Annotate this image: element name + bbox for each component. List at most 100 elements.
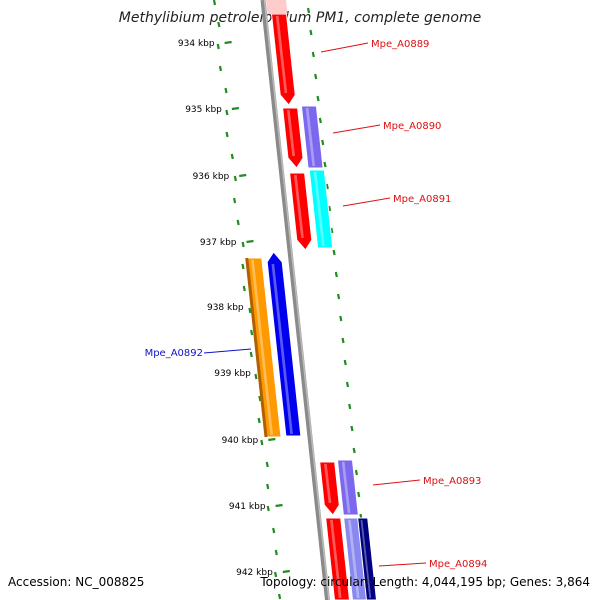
gc-dot-left: [266, 505, 270, 512]
gc-dot-left: [242, 285, 246, 292]
cds-forward-mpe-a0893: [319, 461, 340, 516]
gc-dot-right: [348, 403, 352, 410]
gc-dot-left: [249, 351, 253, 358]
tick-mark: [268, 437, 276, 442]
gc-dot-left: [258, 395, 262, 402]
gc-dot-left: [277, 593, 282, 600]
gc-dot-left: [224, 87, 228, 94]
cog-bar-mpe-a0892-shine: [251, 259, 274, 436]
cds-reverse-mpe-a0892-shine: [271, 263, 293, 435]
gc-dot-left: [217, 21, 221, 28]
cds-forward-mpe-a0893-shine: [324, 463, 332, 504]
gc-dot-right: [330, 227, 334, 234]
gc-dot-right: [352, 447, 356, 454]
gc-dot-right: [309, 29, 313, 36]
gc-dot-right: [325, 183, 329, 190]
tick-mark: [275, 503, 283, 508]
cog-bar-mpe-a0894: [343, 517, 369, 600]
gc-dot-right: [306, 7, 311, 14]
gc-dot-left: [274, 549, 278, 556]
gc-dot-left: [218, 65, 223, 72]
tick-mark: [239, 173, 247, 178]
gc-dot-left: [274, 571, 278, 578]
gene-label-mpe-a0892: Mpe_A0892: [145, 348, 203, 359]
gc-dot-right: [341, 337, 345, 344]
gc-dot-left: [225, 131, 229, 138]
gc-dot-right: [323, 161, 327, 168]
gene-leader-mpe-a0894: [378, 562, 427, 567]
accession-label: Accession: NC_008825: [8, 575, 145, 589]
gene-leader-mpe-a0891: [342, 197, 391, 207]
gc-dot-left: [248, 307, 252, 314]
gene-leader-mpe-a0893: [372, 479, 421, 486]
tick-label: 936 kbp: [193, 172, 230, 182]
backbone-line: [260, 0, 330, 600]
cog-bar-mpe-a0894-shine: [348, 519, 360, 599]
tick-label: 934 kbp: [178, 39, 215, 49]
gc-dot-left: [241, 241, 245, 248]
tick-mark: [282, 569, 290, 574]
gc-dot-right: [318, 117, 322, 124]
tick-mark: [231, 106, 240, 111]
cds-reverse-mpe-a0892: [266, 251, 302, 437]
gene-leader-mpe-a0892: [203, 348, 252, 354]
gc-dot-right: [327, 205, 332, 212]
cds-forward-mpe-a0890: [282, 107, 304, 169]
cds-forward-mpe-a0891-shine: [293, 174, 304, 239]
gene-label-mpe-a0893: Mpe_A0893: [423, 476, 481, 487]
gc-dot-right: [336, 293, 341, 300]
gene-label-mpe-a0891: Mpe_A0891: [393, 194, 451, 205]
tick-label: 937 kbp: [200, 238, 237, 248]
tick-mark: [224, 40, 232, 45]
gc-dot-left: [241, 263, 245, 270]
cog-bar-mpe-a0893: [336, 459, 359, 516]
gene-label-mpe-a0889: Mpe_A0889: [371, 39, 429, 50]
gc-dot-right: [357, 491, 361, 498]
cds-forward-mpe-a0890-shine: [286, 109, 296, 157]
tick-label: 940 kbp: [222, 436, 259, 446]
backbone-highlight: [263, 0, 330, 600]
cog-bar-mpe-a0891: [308, 169, 334, 249]
cds-forward-mpe-a0889-shine: [275, 15, 288, 94]
gc-dot-left: [216, 43, 220, 50]
gc-dot-left: [272, 527, 276, 534]
cog-bar-mpe-a0894-dark: [357, 517, 378, 600]
gene-label-mpe-a0894: Mpe_A0894: [429, 559, 487, 570]
gc-dot-right: [311, 51, 315, 58]
gc-dot-left: [260, 439, 264, 446]
tick-label: 939 kbp: [214, 369, 251, 379]
cds-forward-mpe-a0891: [289, 172, 313, 251]
gc-content-track: [212, 0, 370, 600]
gc-dot-right: [316, 95, 320, 102]
gc-dot-left: [233, 197, 237, 204]
gc-dot-right: [350, 425, 354, 432]
gc-dot-right: [321, 139, 325, 146]
tick-label: 935 kbp: [185, 105, 222, 115]
gene-leader-mpe-a0889: [320, 42, 369, 53]
gc-dot-right: [332, 249, 336, 256]
gc-dot-left: [265, 461, 269, 468]
gc-dot-left: [254, 373, 258, 380]
gc-dot-left: [212, 0, 217, 6]
gc-dot-right: [343, 359, 347, 366]
cog-bar-mpe-a0890: [300, 105, 324, 169]
gc-dot-left: [236, 219, 240, 226]
gc-dot-right: [334, 271, 338, 278]
genome-summary: Topology: circular; Length: 4,044,195 bp…: [260, 575, 590, 589]
gc-dot-left: [250, 329, 254, 336]
cds-fragment-faded: [266, 0, 288, 14]
genome-title: Methylibium petroleiphilum PM1, complete…: [118, 10, 482, 26]
cog-bar-edge: [245, 257, 268, 438]
cog-bar-mpe-a0891-shine: [313, 171, 325, 247]
tick-label: 942 kbp: [236, 568, 273, 578]
gc-dot-right: [314, 73, 318, 80]
gc-dot-left: [266, 483, 270, 490]
cds-forward-mpe-a0894: [325, 517, 351, 600]
gc-dot-left: [230, 153, 234, 160]
gc-dot-right: [345, 381, 350, 388]
cog-bar-mpe-a0893-shine: [341, 461, 351, 514]
cds-forward-mpe-a0894-shine: [330, 519, 342, 599]
cog-bar-mpe-a0894-dark-shine: [360, 519, 372, 599]
